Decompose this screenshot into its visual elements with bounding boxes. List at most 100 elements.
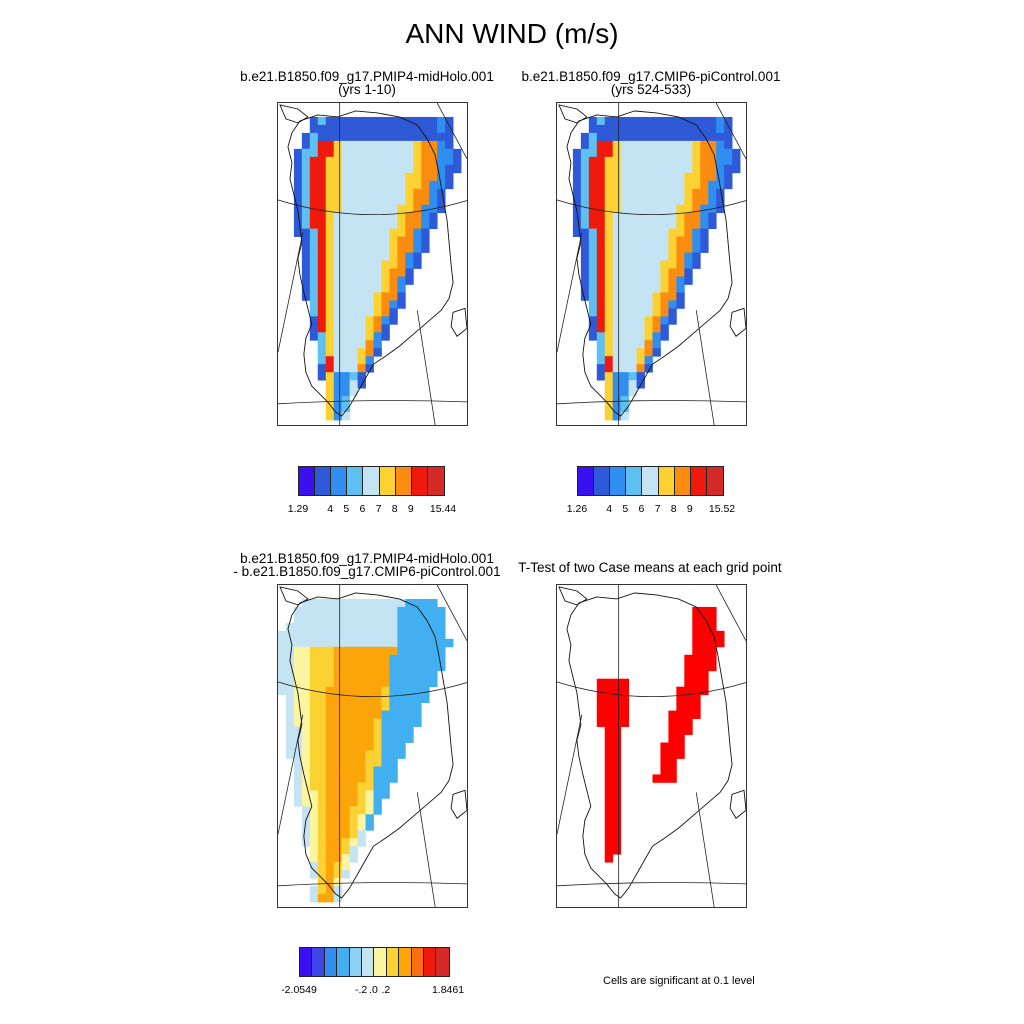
grid-cell [724, 172, 733, 182]
grid-cell [381, 316, 390, 325]
latitude-line [557, 199, 746, 215]
grid-cell [309, 614, 319, 624]
grid-cell [293, 798, 303, 807]
grid-cell [660, 252, 669, 261]
grid-cell [612, 180, 622, 190]
grid-cell [333, 846, 343, 855]
grid-cell [692, 638, 701, 648]
grid-cell [381, 164, 390, 174]
grid-cell [596, 324, 606, 333]
grid-cell [692, 686, 701, 696]
colorbar-tick-label: -.2 [354, 984, 368, 996]
grid-cell [572, 220, 582, 230]
grid-cell [692, 132, 701, 142]
grid-cell [365, 252, 374, 261]
grid-cell [588, 324, 598, 333]
grid-cell [397, 148, 406, 158]
grid-cell [668, 292, 677, 301]
grid-cell [604, 324, 614, 333]
grid-cell [405, 662, 414, 672]
grid-cell [341, 292, 351, 301]
grid-cell [596, 340, 606, 349]
grid-cell [357, 782, 366, 791]
island-coastline [279, 104, 309, 124]
grid-cell [349, 308, 358, 317]
grid-cell [652, 300, 661, 309]
grid-cell [341, 806, 351, 815]
grid-cell [293, 646, 303, 656]
grid-cell [381, 132, 390, 142]
colorbar-swatch [399, 948, 412, 976]
grid-cell [357, 814, 366, 823]
grid-cell [365, 822, 374, 831]
grid-cell [612, 798, 622, 807]
grid-cell [365, 196, 374, 206]
grid-cell [421, 622, 430, 632]
grid-cell [684, 718, 693, 727]
grid-cell [668, 180, 677, 190]
grid-cell [692, 164, 701, 174]
grid-cell [668, 188, 677, 198]
grid-cell [365, 718, 374, 727]
grid-cell [365, 140, 374, 150]
grid-cell [309, 734, 319, 743]
grid-cell [588, 220, 598, 230]
grid-cell [341, 132, 351, 142]
grid-cell [397, 622, 406, 632]
grid-cell [397, 260, 406, 269]
grid-cell [293, 188, 303, 198]
grid-cell [349, 630, 358, 640]
grid-cell [405, 276, 414, 285]
grid-cell [333, 412, 343, 421]
grid-cell [612, 814, 622, 823]
grid-cell [684, 228, 693, 237]
grid-cell [397, 598, 406, 608]
island-coastline [558, 104, 588, 124]
grid-cell [365, 316, 374, 325]
grid-cell [317, 196, 327, 206]
grid-cell [588, 212, 598, 222]
grid-cell [333, 156, 343, 166]
grid-cell [588, 308, 598, 317]
grid-cell [405, 260, 414, 269]
grid-cell [357, 726, 366, 735]
grid-cell [604, 388, 614, 397]
grid-cell [317, 228, 327, 237]
grid-cell [604, 372, 614, 381]
grid-cell [668, 276, 677, 285]
grid-cell [301, 606, 311, 616]
grid-cell [596, 116, 606, 126]
grid-cell [365, 364, 374, 373]
grid-cell [317, 870, 327, 879]
grid-cell [349, 838, 358, 847]
grid-cell [676, 236, 685, 245]
grid-cell [437, 630, 446, 640]
colorbar-tick-label: 4 [327, 503, 334, 515]
grid-cell [301, 188, 311, 198]
longitude-line [695, 310, 715, 425]
grid-cell [317, 830, 327, 839]
grid-cell [373, 316, 382, 325]
grid-cell [333, 212, 343, 222]
grid-cell [660, 244, 669, 253]
grid-cell [644, 132, 653, 142]
grid-cell [620, 316, 630, 325]
grid-cell [604, 252, 614, 261]
grid-cell [580, 236, 590, 245]
grid-cell [636, 292, 645, 301]
grid-cell [325, 172, 335, 182]
grid-cell [309, 710, 319, 719]
grid-cell [333, 316, 343, 325]
grid-cell [389, 268, 398, 277]
colorbar-swatch [411, 467, 428, 495]
grid-cell [381, 718, 390, 727]
grid-cell [389, 654, 398, 664]
grid-cell [652, 268, 661, 277]
grid-cell [604, 854, 614, 863]
grid-cell [349, 172, 358, 182]
colorbar-tick-label: 15.44 [429, 503, 457, 515]
grid-cell [381, 686, 390, 696]
grid-cell [285, 734, 295, 743]
grid-cell [660, 308, 669, 317]
grid-cell [437, 124, 446, 134]
